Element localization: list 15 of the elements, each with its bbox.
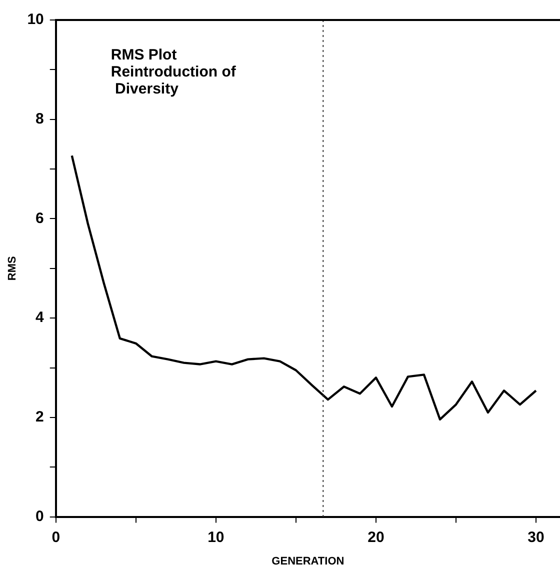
x-axis-title: GENERATION (272, 555, 344, 568)
annotation: RMS Plot (110, 46, 177, 64)
x-tick-label: 10 (208, 528, 224, 546)
annotation: Diversity (110, 80, 180, 98)
y-tick-label: 4 (36, 309, 45, 326)
x-tick-label: 20 (368, 528, 384, 546)
y-tick-label: 8 (36, 110, 44, 128)
x-tick-label: 0 (52, 528, 60, 546)
annotation: Reintroduction of (110, 64, 237, 81)
y-tick-label: 2 (36, 408, 44, 426)
y-tick-label: 10 (27, 11, 44, 28)
y-tick-label: 6 (36, 210, 44, 227)
x-tick-label: 30 (528, 528, 544, 546)
y-tick-label: 0 (36, 508, 44, 525)
y-axis-title: RMS (6, 256, 19, 281)
